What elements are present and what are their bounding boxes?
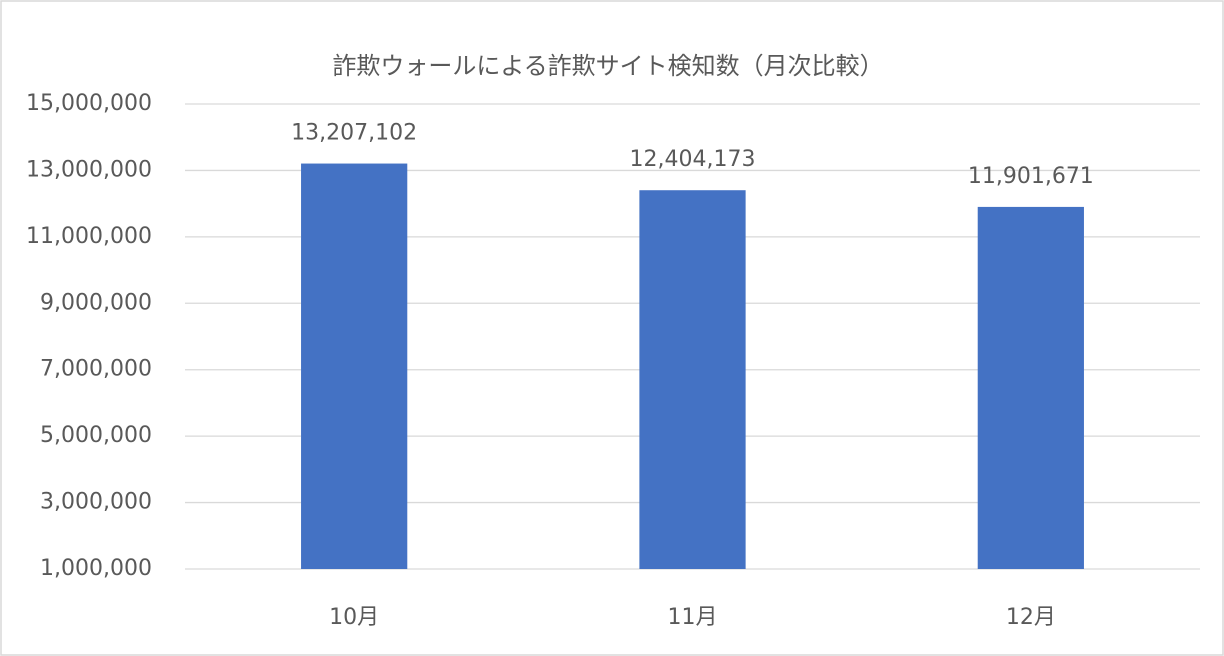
data-label: 11,901,671 [968,164,1094,189]
y-tick-label: 5,000,000 [40,423,152,448]
x-tick-label: 11月 [668,605,718,630]
data-label: 12,404,173 [630,147,756,172]
y-tick-label: 7,000,000 [40,357,152,382]
y-tick-label: 15,000,000 [26,91,152,116]
y-tick-label: 9,000,000 [40,290,152,315]
y-tick-label: 11,000,000 [26,224,152,249]
chart-title: 詐欺ウォールによる詐欺サイト検知数（月次比較） [332,52,883,80]
x-tick-label: 12月 [1006,605,1056,630]
data-label: 13,207,102 [291,121,417,146]
bar [639,190,746,569]
x-tick-label: 10月 [329,605,379,630]
y-tick-label: 13,000,000 [26,157,152,182]
bar [301,163,408,570]
y-tick-label: 3,000,000 [40,490,152,515]
y-tick-label: 1,000,000 [40,556,152,581]
bar [977,206,1084,569]
